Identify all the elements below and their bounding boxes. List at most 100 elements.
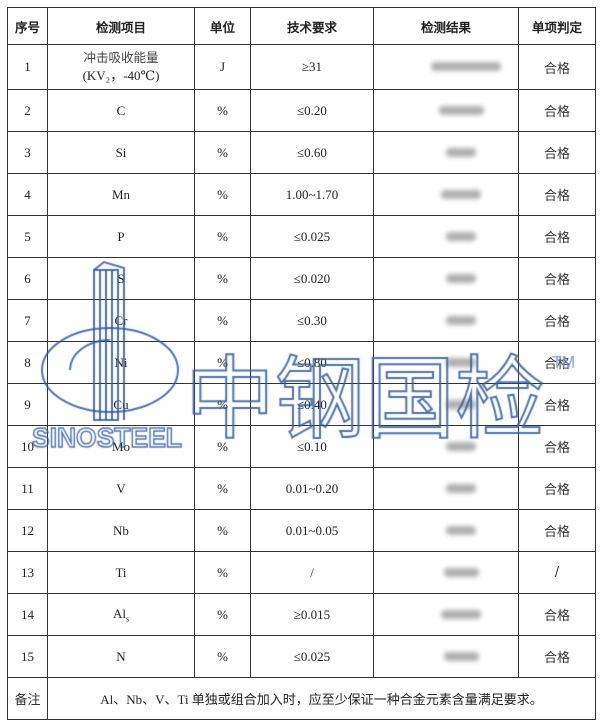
test-result-redacted: [373, 467, 519, 510]
row-number: 6: [7, 257, 48, 300]
verdict: 合格: [518, 89, 596, 132]
test-item: P: [47, 215, 195, 258]
test-result-redacted: [373, 89, 519, 132]
table-row: 6 S % ≤0.020 合格: [7, 257, 596, 300]
test-item: C: [47, 89, 195, 132]
requirement: ≤0.40: [250, 383, 374, 426]
verdict: 合格: [518, 593, 596, 636]
table-row: 1 冲击吸收能量 (KV₂，-40℃) J ≥31 合格: [7, 44, 596, 90]
column-header: 技术要求: [250, 7, 374, 45]
test-result-redacted: [373, 173, 519, 216]
row-number: 11: [7, 467, 48, 510]
table-row: 4 Mn % 1.00~1.70 合格: [7, 173, 596, 216]
item-name: S: [117, 270, 125, 286]
verdict: 合格: [518, 425, 596, 468]
table-row: 3 Si % ≤0.60 合格: [7, 131, 596, 174]
verdict: 合格: [518, 44, 596, 90]
requirement: ≤0.30: [250, 299, 374, 342]
test-results-table: 序号 检测项目 单位 技术要求 检测结果 单项判定 1 冲击吸收能量 (KV₂，-40℃) …: [7, 7, 596, 720]
verdict: 合格: [518, 299, 596, 342]
unit: %: [194, 383, 251, 426]
test-result-redacted: [373, 215, 519, 258]
unit: %: [194, 89, 251, 132]
test-item: Si: [47, 131, 195, 174]
test-item: Nb: [47, 509, 195, 552]
verdict: 合格: [518, 173, 596, 216]
test-item: Cr: [47, 299, 195, 342]
test-item: Cu: [47, 383, 195, 426]
unit: %: [194, 299, 251, 342]
verdict: 合格: [518, 467, 596, 510]
item-name: 冲击吸收能量: [83, 50, 159, 65]
item-name: Cu: [113, 396, 129, 412]
row-number: 1: [7, 44, 48, 90]
item-subscript: s: [125, 614, 130, 624]
test-item: Mo: [47, 425, 195, 468]
test-item: 冲击吸收能量 (KV₂，-40℃): [47, 44, 195, 90]
verdict: /: [518, 551, 596, 594]
row-number: 7: [7, 299, 48, 342]
requirement: ≤0.020: [250, 257, 374, 300]
test-item: Mn: [47, 173, 195, 216]
unit: %: [194, 215, 251, 258]
table-row: 12 Nb % 0.01~0.05 合格: [7, 509, 596, 552]
test-item: V: [47, 467, 195, 510]
unit: %: [194, 173, 251, 216]
row-number: 2: [7, 89, 48, 132]
remark-row: 备注 Al、Nb、V、Ti 单独或组合加入时，应至少保证一种合金元素含量满足要求。: [7, 677, 596, 720]
verdict: 合格: [518, 341, 596, 384]
column-header: 检测项目: [47, 7, 195, 45]
unit: %: [194, 131, 251, 174]
header-row: 序号 检测项目 单位 技术要求 检测结果 单项判定: [7, 7, 596, 45]
unit: %: [194, 341, 251, 384]
item-name: Cr: [114, 312, 128, 328]
requirement: ≤0.025: [250, 635, 374, 678]
requirement: ≤0.60: [250, 131, 374, 174]
verdict: 合格: [518, 635, 596, 678]
item-name: Nb: [113, 522, 129, 538]
test-result-redacted: [373, 299, 519, 342]
requirement: /: [250, 551, 374, 594]
unit: %: [194, 467, 251, 510]
remark-label: 备注: [7, 677, 48, 720]
item-name: Ni: [114, 354, 128, 370]
unit: %: [194, 509, 251, 552]
row-number: 15: [7, 635, 48, 678]
item-name: Al: [112, 605, 126, 621]
requirement: 0.01~0.20: [250, 467, 374, 510]
verdict: 合格: [518, 257, 596, 300]
verdict: 合格: [518, 131, 596, 174]
test-result-redacted: [373, 257, 519, 300]
item-name: Si: [115, 144, 127, 160]
unit: %: [194, 551, 251, 594]
test-result-redacted: [373, 131, 519, 174]
requirement: 1.00~1.70: [250, 173, 374, 216]
column-header: 检测结果: [373, 7, 519, 45]
table-row: 10 Mo % ≤0.10 合格: [7, 425, 596, 468]
test-result-redacted: [373, 509, 519, 552]
test-result-redacted: [373, 551, 519, 594]
table-row: 7 Cr % ≤0.30 合格: [7, 299, 596, 342]
requirement: ≤0.10: [250, 425, 374, 468]
unit: %: [194, 635, 251, 678]
item-condition: (KV₂，-40℃): [82, 68, 160, 83]
table-row: 8 Ni % ≤0.80 合格: [7, 341, 596, 384]
item-name: N: [116, 648, 126, 664]
unit: %: [194, 257, 251, 300]
requirement: ≤0.80: [250, 341, 374, 384]
test-result-redacted: [373, 44, 519, 90]
row-number: 10: [7, 425, 48, 468]
table-row: 9 Cu % ≤0.40 合格: [7, 383, 596, 426]
remark-text: Al、Nb、V、Ti 单独或组合加入时，应至少保证一种合金元素含量满足要求。: [47, 677, 596, 720]
test-item: N: [47, 635, 195, 678]
test-result-redacted: [373, 635, 519, 678]
requirement: ≤0.20: [250, 89, 374, 132]
row-number: 5: [7, 215, 48, 258]
column-header: 单位: [194, 7, 251, 45]
test-item: Ni: [47, 341, 195, 384]
test-result-redacted: [373, 425, 519, 468]
row-number: 13: [7, 551, 48, 594]
row-number: 9: [7, 383, 48, 426]
test-result-redacted: [373, 341, 519, 384]
requirement: ≥0.015: [250, 593, 374, 636]
